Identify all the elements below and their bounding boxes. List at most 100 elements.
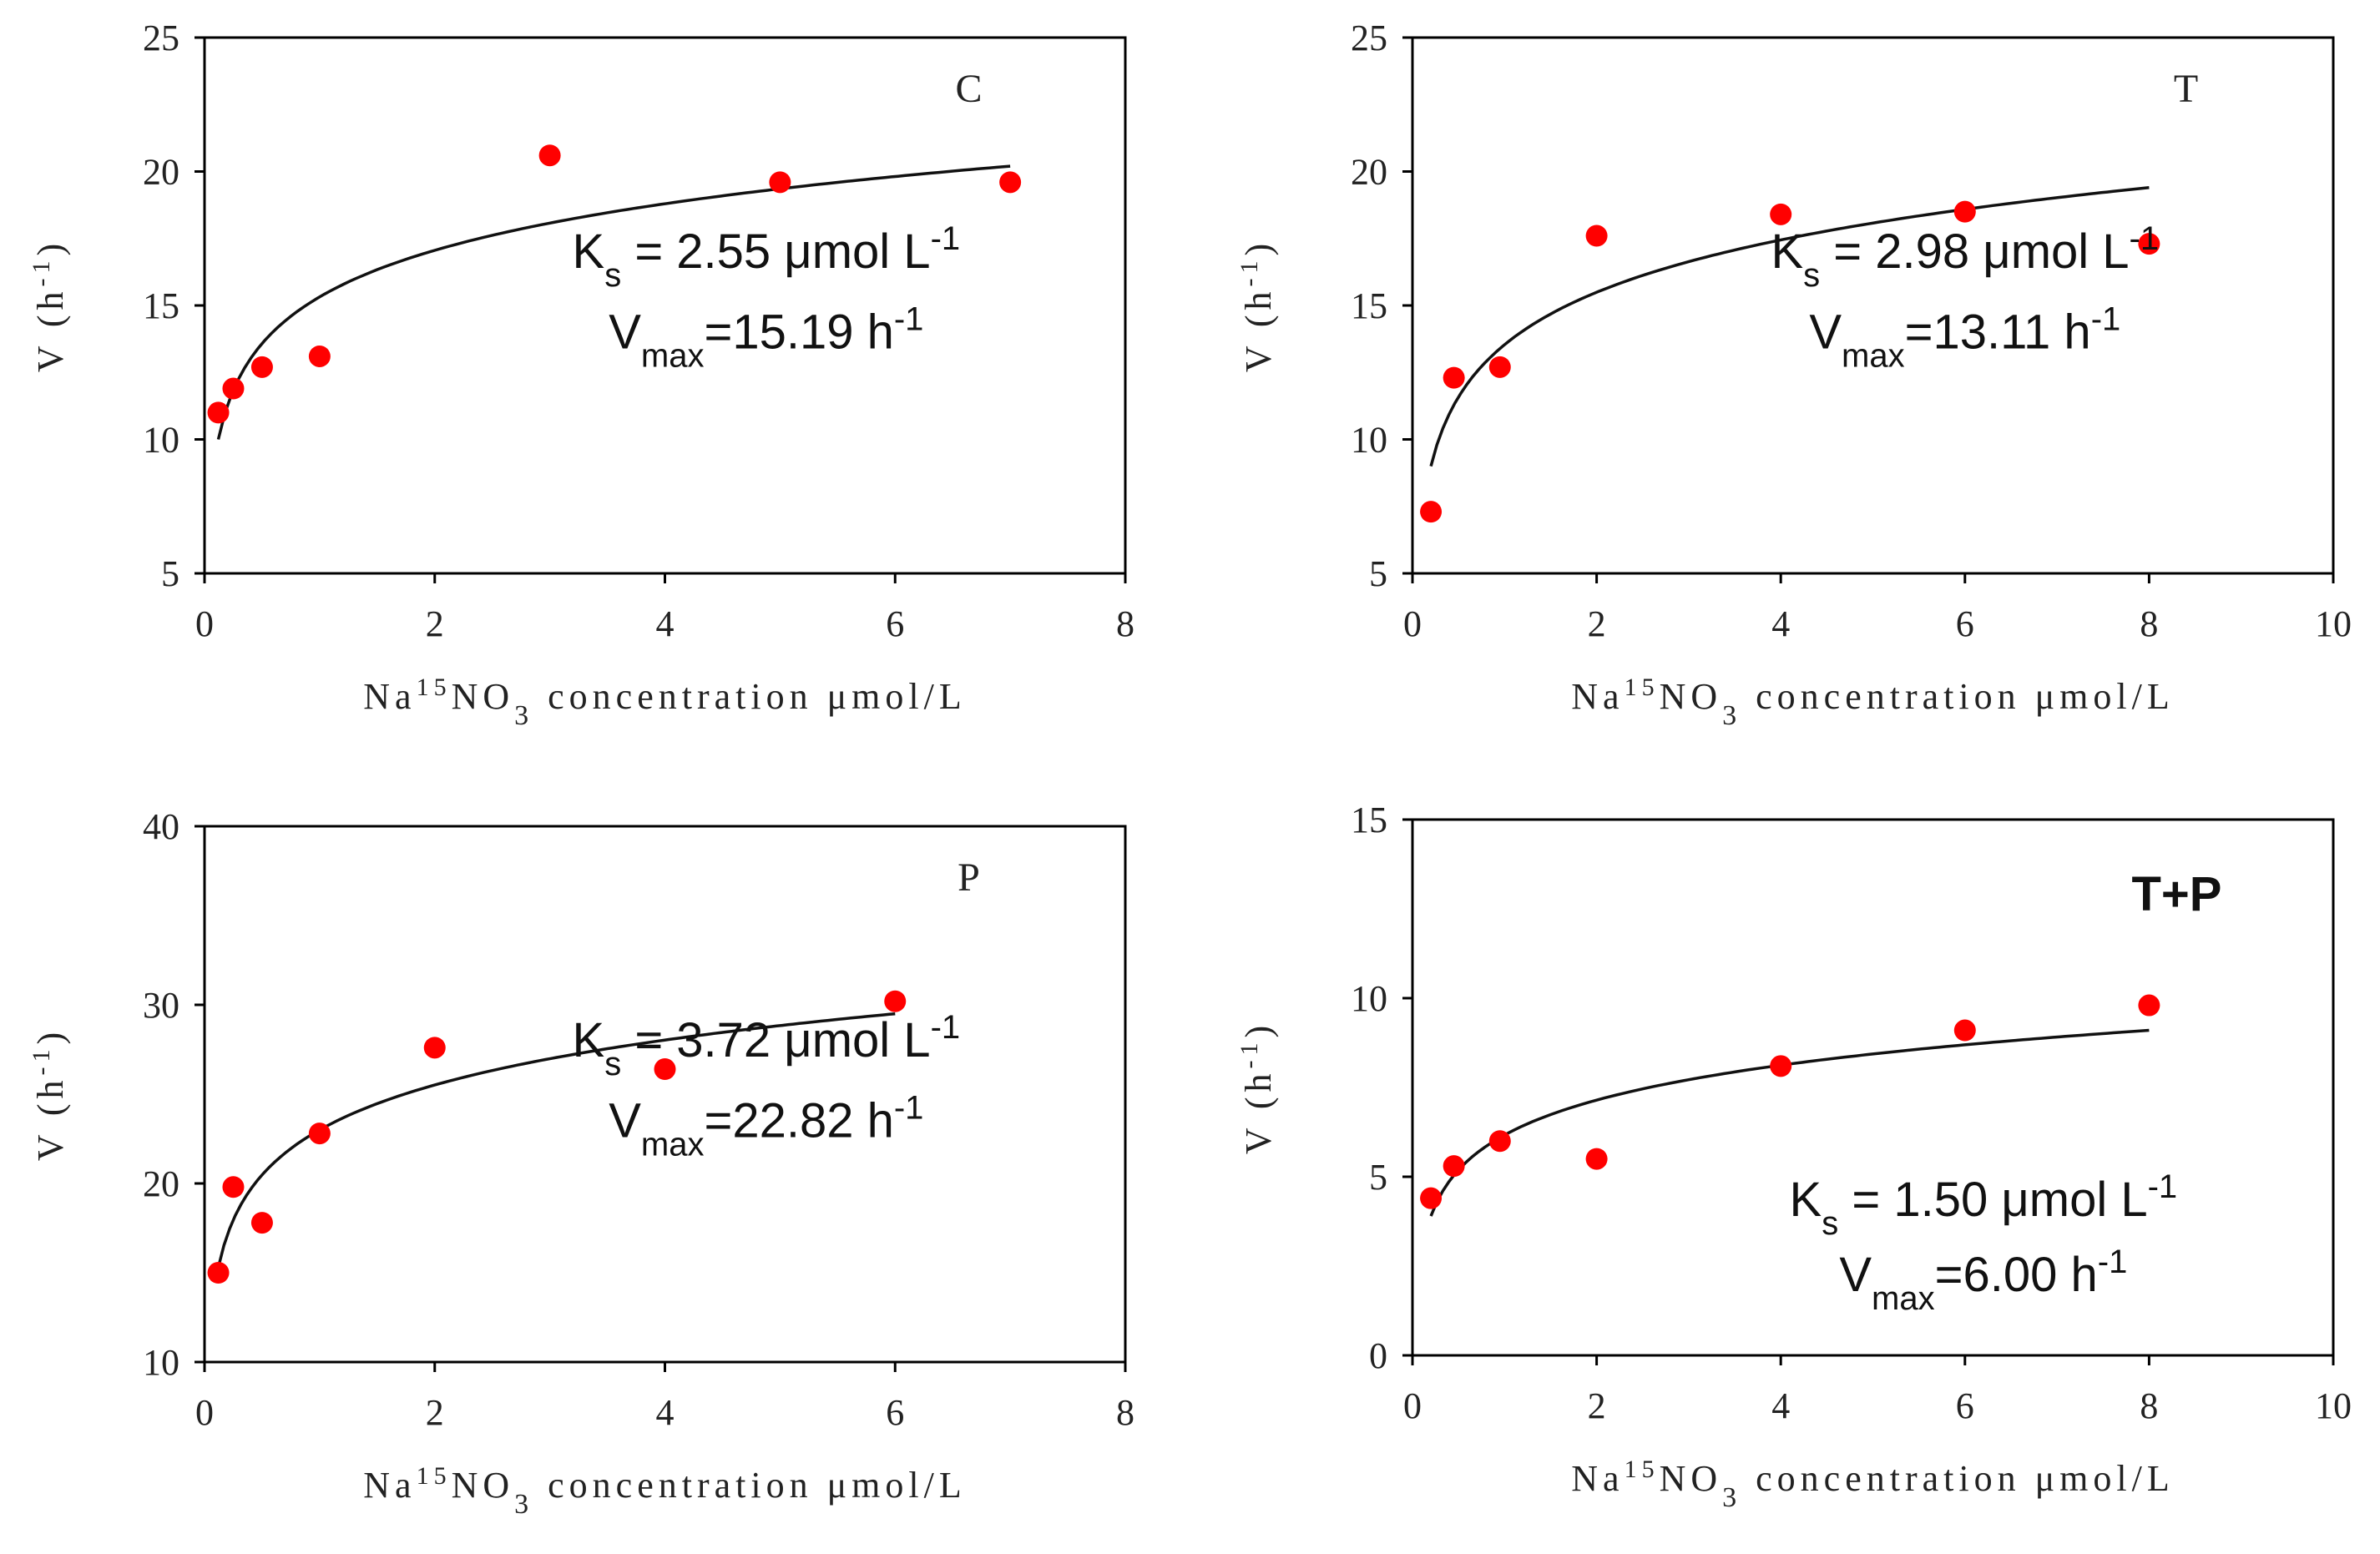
x-tick-label: 8 [1116,603,1134,644]
x-tick-label: 8 [2140,1385,2158,1426]
panel-t-p: 0 2 4 6 8 10 0 5 10 15 Na15NO3 concentration μmol/… [1235,800,2352,1513]
data-point [1488,356,1511,378]
ks-annotation: Ks = 1.50 μmol L-1 [1790,1168,2178,1242]
vmax-annotation: Vmax=15.19 h-1 [609,300,923,374]
data-point [308,1123,331,1145]
fit-curve [216,1012,896,1269]
y-tick-label: 10 [143,420,179,461]
panel-label: T+P [2131,867,2221,921]
x-tick-label: 2 [426,1392,444,1433]
data-point [1488,1130,1511,1153]
y-tick-label: 20 [143,152,179,193]
data-point [207,1262,230,1284]
plot-frame [203,36,1127,575]
data-point [999,171,1022,194]
data-point [2138,233,2160,255]
y-tick-label: 15 [1351,800,1387,840]
y-tick-label: 5 [161,553,179,594]
y-tick-label: 20 [1351,152,1387,193]
ks-annotation: Ks = 2.55 μmol L-1 [573,220,961,294]
y-tick-label: 10 [1351,978,1387,1019]
plot-frame [1411,818,2335,1357]
x-tick-label: 4 [1771,603,1790,644]
data-point [250,1212,273,1234]
x-tick-label: 6 [1956,603,1974,644]
panel-c: 0 2 4 6 8 5 10 15 20 25 Na15NO3 concentration μmol… [28,18,1135,731]
y-tick-label: 5 [1369,1157,1387,1198]
data-point [1953,200,1976,223]
data-point [423,1037,446,1059]
vmax-annotation: Vmax=22.82 h-1 [609,1089,923,1163]
x-tick-label: 0 [195,1392,214,1433]
y-tick-label: 25 [143,18,179,58]
y-tick-label: 10 [143,1342,179,1383]
x-tick-label: 4 [656,603,675,644]
y-axis-title: V (h-1) [1235,239,1280,372]
data-point [1585,1148,1608,1170]
y-tick-label: 0 [1369,1335,1387,1376]
data-point [1443,1155,1465,1178]
data-point [1420,1187,1443,1209]
panel-p: 0 2 4 6 8 10 20 30 40 Na15NO3 concentration μmol/… [28,806,1135,1520]
x-tick-label: 6 [886,603,904,644]
fit-curve [216,164,1011,440]
x-axis-title: Na15NO3 concentration μmol/L [363,674,966,731]
x-tick-label: 0 [1403,1385,1422,1426]
plot-frame [1411,36,2335,575]
panel-t: 0 2 4 6 8 10 5 10 15 20 25 Na15NO3 concentration μm… [1235,18,2352,731]
x-tick-label: 4 [656,1392,675,1433]
data-point [1585,225,1608,247]
y-tick-label: 40 [143,806,179,847]
x-tick-label: 0 [1403,603,1422,644]
data-point [308,345,331,367]
ks-annotation: Ks = 2.98 μmol L-1 [1771,220,2159,294]
x-axis-title: Na15NO3 concentration μmol/L [1571,674,2174,731]
data-point [1770,203,1792,225]
panel-label: T [2174,67,2198,111]
data-point [1443,366,1465,389]
x-tick-label: 4 [1771,1385,1790,1426]
x-tick-label: 6 [1956,1385,1974,1426]
y-tick-label: 5 [1369,553,1387,594]
x-tick-label: 8 [2140,603,2158,644]
x-tick-label: 6 [886,1392,904,1433]
ks-annotation: Ks = 3.72 μmol L-1 [573,1009,961,1082]
data-point [769,171,791,194]
fit-curve [1429,186,2150,467]
y-axis-title: V (h-1) [28,239,72,372]
y-axis-title: V (h-1) [28,1027,72,1161]
y-axis-title: V (h-1) [1235,1021,1280,1154]
x-tick-label: 2 [426,603,444,644]
y-tick-label: 15 [143,285,179,326]
y-tick-label: 30 [143,985,179,1026]
y-tick-label: 25 [1351,18,1387,58]
vmax-annotation: Vmax=13.11 h-1 [1809,300,2120,374]
data-point [2138,994,2160,1017]
data-point [538,144,561,167]
data-point [1953,1019,1976,1042]
x-tick-label: 0 [195,603,214,644]
data-point [207,401,230,424]
x-tick-label: 8 [1116,1392,1134,1433]
vmax-annotation: Vmax=6.00 h-1 [1839,1244,2127,1317]
data-point [222,1176,245,1198]
data-point [250,356,273,378]
panel-label: C [955,67,982,111]
y-tick-label: 15 [1351,285,1387,326]
x-tick-label: 10 [2315,1385,2352,1426]
x-tick-label: 2 [1588,1385,1606,1426]
data-point [1420,501,1443,523]
panel-label: P [958,855,980,900]
y-tick-label: 20 [143,1163,179,1204]
x-tick-label: 10 [2315,603,2352,644]
x-axis-title: Na15NO3 concentration μmol/L [363,1462,966,1520]
plot-frame [203,825,1127,1364]
data-point [654,1058,676,1081]
x-tick-label: 2 [1588,603,1606,644]
x-axis-title: Na15NO3 concentration μmol/L [1571,1456,2174,1513]
data-point [222,377,245,400]
y-tick-label: 10 [1351,420,1387,461]
data-point [1770,1055,1792,1077]
data-point [884,990,907,1012]
